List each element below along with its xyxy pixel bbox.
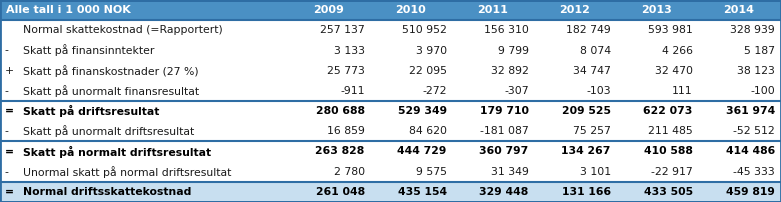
Text: Skatt på finansinntekter: Skatt på finansinntekter [23, 45, 155, 56]
Text: 156 310: 156 310 [484, 25, 529, 35]
Text: 22 095: 22 095 [408, 66, 447, 76]
Text: 32 892: 32 892 [491, 66, 529, 76]
Text: Alle tall i 1 000 NOK: Alle tall i 1 000 NOK [6, 5, 131, 15]
Text: 2014: 2014 [723, 5, 754, 15]
Bar [0, 101, 781, 121]
Text: 179 710: 179 710 [480, 106, 529, 116]
Bar [0, 40, 781, 61]
Text: -181 087: -181 087 [480, 126, 529, 136]
Text: Skatt på normalt driftsresultat: Skatt på normalt driftsresultat [23, 145, 212, 158]
Text: 9 575: 9 575 [415, 167, 447, 177]
Text: Unormal skatt på normal driftsresultat: Unormal skatt på normal driftsresultat [23, 166, 232, 178]
Text: 2012: 2012 [559, 5, 590, 15]
Text: -: - [5, 167, 9, 177]
Text: 9 799: 9 799 [497, 45, 529, 56]
Text: 261 048: 261 048 [316, 187, 365, 197]
Text: 593 981: 593 981 [648, 25, 693, 35]
Bar [0, 182, 781, 202]
Text: -911: -911 [341, 86, 365, 96]
Bar [0, 0, 781, 20]
Text: -100: -100 [750, 86, 775, 96]
Text: 34 747: 34 747 [573, 66, 611, 76]
Text: 2013: 2013 [641, 5, 672, 15]
Bar [0, 81, 781, 101]
Text: 444 729: 444 729 [398, 146, 447, 157]
Text: 257 137: 257 137 [320, 25, 365, 35]
Text: 3 101: 3 101 [580, 167, 611, 177]
Text: =: = [5, 106, 14, 116]
Text: 2011: 2011 [477, 5, 508, 15]
Text: Normal driftsskattekostnad: Normal driftsskattekostnad [23, 187, 192, 197]
Text: Normal skattekostnad (=Rapportert): Normal skattekostnad (=Rapportert) [23, 25, 223, 35]
Text: 435 154: 435 154 [398, 187, 447, 197]
Text: +: + [5, 66, 14, 76]
Bar [0, 162, 781, 182]
Bar [0, 141, 781, 162]
Text: Skatt på unormalt driftsresultat: Skatt på unormalt driftsresultat [23, 125, 194, 137]
Text: 16 859: 16 859 [327, 126, 365, 136]
Text: 2009: 2009 [313, 5, 344, 15]
Text: 328 939: 328 939 [730, 25, 775, 35]
Bar [0, 121, 781, 141]
Text: 38 123: 38 123 [737, 66, 775, 76]
Text: 5 187: 5 187 [744, 45, 775, 56]
Text: -52 512: -52 512 [733, 126, 775, 136]
Text: 84 620: 84 620 [408, 126, 447, 136]
Text: 111: 111 [672, 86, 693, 96]
Text: 131 166: 131 166 [562, 187, 611, 197]
Text: 25 773: 25 773 [327, 66, 365, 76]
Text: -307: -307 [504, 86, 529, 96]
Bar [0, 61, 781, 81]
Text: 414 486: 414 486 [726, 146, 775, 157]
Text: -: - [5, 126, 9, 136]
Text: 410 588: 410 588 [644, 146, 693, 157]
Text: -103: -103 [586, 86, 611, 96]
Text: 529 349: 529 349 [398, 106, 447, 116]
Text: 433 505: 433 505 [644, 187, 693, 197]
Text: 2 780: 2 780 [333, 167, 365, 177]
Text: Skatt på finanskostnader (27 %): Skatt på finanskostnader (27 %) [23, 65, 199, 77]
Text: -22 917: -22 917 [651, 167, 693, 177]
Text: 3 133: 3 133 [333, 45, 365, 56]
Text: 3 970: 3 970 [415, 45, 447, 56]
Text: 360 797: 360 797 [480, 146, 529, 157]
Text: Skatt på driftsresultat: Skatt på driftsresultat [23, 105, 160, 117]
Text: 31 349: 31 349 [491, 167, 529, 177]
Text: -272: -272 [423, 86, 447, 96]
Text: 510 952: 510 952 [402, 25, 447, 35]
Text: Skatt på unormalt finansresultat: Skatt på unormalt finansresultat [23, 85, 200, 97]
Text: 134 267: 134 267 [562, 146, 611, 157]
Text: 75 257: 75 257 [573, 126, 611, 136]
Text: =: = [5, 187, 14, 197]
Text: 622 073: 622 073 [644, 106, 693, 116]
Text: 32 470: 32 470 [654, 66, 693, 76]
Text: 329 448: 329 448 [480, 187, 529, 197]
Text: 8 074: 8 074 [580, 45, 611, 56]
Text: 2010: 2010 [395, 5, 426, 15]
Text: 211 485: 211 485 [648, 126, 693, 136]
Text: 182 749: 182 749 [566, 25, 611, 35]
Text: 4 266: 4 266 [662, 45, 693, 56]
Bar [0, 20, 781, 40]
Text: =: = [5, 146, 14, 157]
Text: 263 828: 263 828 [316, 146, 365, 157]
Text: -: - [5, 86, 9, 96]
Text: -: - [5, 45, 9, 56]
Text: 280 688: 280 688 [316, 106, 365, 116]
Text: -45 333: -45 333 [733, 167, 775, 177]
Text: 361 974: 361 974 [726, 106, 775, 116]
Text: 209 525: 209 525 [562, 106, 611, 116]
Text: 459 819: 459 819 [726, 187, 775, 197]
